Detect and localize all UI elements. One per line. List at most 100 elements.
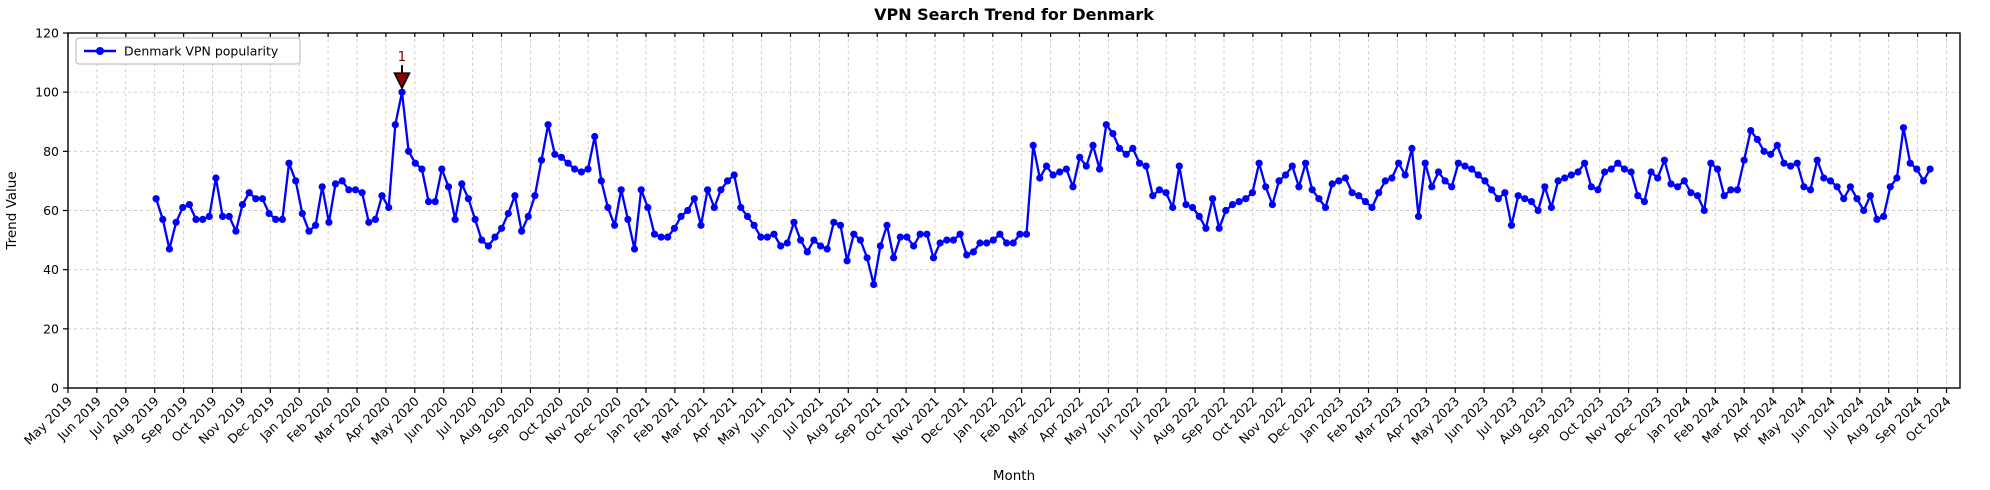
data-point: [611, 221, 619, 229]
data-point: [1381, 177, 1389, 185]
data-point: [1248, 189, 1256, 197]
data-point: [351, 186, 360, 194]
data-point: [571, 165, 579, 173]
data-point: [1155, 186, 1163, 194]
data-point: [1102, 121, 1110, 129]
data-point: [252, 195, 260, 203]
data-point: [1029, 141, 1037, 149]
data-point: [657, 233, 665, 241]
data-point: [883, 221, 891, 229]
data-point: [1195, 212, 1203, 220]
data-point: [471, 215, 479, 223]
data-point: [836, 221, 845, 229]
data-point: [1866, 192, 1874, 200]
data-point: [1434, 168, 1443, 176]
data-point: [1587, 183, 1595, 191]
data-point: [238, 201, 247, 209]
gridlines: [67, 33, 1960, 388]
data-point: [856, 236, 865, 244]
data-point: [1846, 183, 1854, 191]
data-point: [817, 242, 825, 250]
data-point: [219, 212, 227, 220]
data-point: [1840, 195, 1848, 203]
data-point: [1295, 183, 1303, 191]
data-point: [989, 236, 997, 244]
data-point: [212, 174, 220, 182]
data-point: [1607, 165, 1615, 173]
data-point: [650, 230, 659, 238]
data-point: [192, 215, 200, 223]
data-point: [1581, 159, 1589, 167]
data-point: [1700, 206, 1708, 215]
data-point: [365, 218, 373, 226]
data-point: [478, 236, 486, 244]
data-point: [790, 218, 798, 226]
data-point: [511, 192, 519, 200]
data-point: [1567, 171, 1575, 179]
data-point: [1767, 150, 1775, 158]
data-point: [823, 245, 831, 253]
data-point: [1826, 177, 1835, 185]
data-point: [1115, 144, 1124, 152]
data-point: [1022, 230, 1031, 238]
data-point: [1521, 195, 1529, 203]
data-point: [451, 215, 459, 223]
data-point: [896, 233, 904, 241]
data-point: [996, 230, 1004, 238]
data-point: [1494, 195, 1502, 203]
data-point: [1421, 159, 1429, 167]
data-point: [504, 209, 512, 218]
data-point: [272, 215, 280, 223]
data-point: [670, 224, 679, 232]
data-point: [1680, 177, 1688, 185]
data-point: [265, 209, 273, 218]
data-point: [1282, 171, 1290, 179]
data-point: [963, 251, 971, 259]
data-point: [557, 153, 566, 161]
data-point: [1654, 174, 1662, 182]
data-point: [1541, 183, 1549, 191]
data-point: [863, 254, 871, 262]
data-point: [1899, 124, 1908, 132]
data-point: [943, 236, 951, 244]
data-point: [1773, 141, 1781, 149]
data-point: [1793, 159, 1801, 167]
data-point: [1913, 165, 1921, 173]
y-axis-label: Trend Value: [4, 171, 20, 250]
data-point: [551, 150, 559, 158]
data-point: [783, 239, 791, 247]
data-point: [1488, 186, 1496, 194]
data-point: [730, 171, 738, 179]
data-point: [325, 218, 333, 226]
data-point: [1806, 186, 1815, 194]
data-point: [697, 221, 705, 229]
data-point: [1468, 165, 1476, 173]
data-point: [1262, 183, 1270, 191]
data-point: [1275, 177, 1283, 185]
plot-border: [67, 32, 1961, 389]
data-point: [936, 239, 944, 247]
data-point: [1321, 203, 1330, 212]
legend[interactable]: Denmark VPN popularity: [75, 37, 301, 65]
data-point: [810, 236, 818, 244]
data-point: [1368, 203, 1376, 212]
data-point: [1049, 171, 1057, 179]
data-point: [969, 248, 978, 256]
data-point: [1514, 192, 1522, 200]
data-point: [1096, 165, 1104, 173]
data-point: [1209, 195, 1217, 203]
data-point: [1614, 159, 1622, 167]
data-point: [677, 212, 685, 220]
data-point: [1647, 168, 1655, 176]
data-point: [923, 230, 931, 238]
data-point: [1660, 156, 1668, 164]
data-point: [484, 242, 492, 250]
data-point: [444, 183, 453, 191]
data-point: [371, 215, 379, 223]
data-point: [1780, 159, 1788, 167]
data-point: [1328, 180, 1336, 188]
data-point: [285, 159, 293, 167]
data-point: [1720, 192, 1728, 200]
data-point: [518, 227, 526, 235]
